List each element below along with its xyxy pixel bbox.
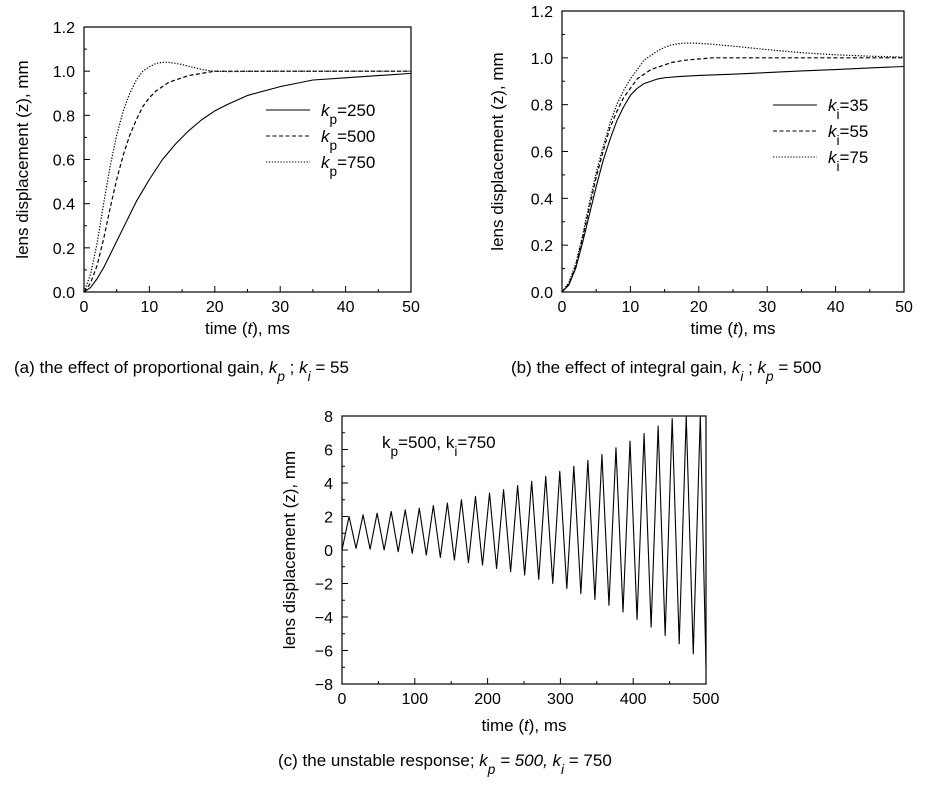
x-axis-label: time (t), ms <box>481 716 566 735</box>
y-tick-label: 0.6 <box>53 153 75 170</box>
series-line-ki=35 <box>562 65 904 292</box>
y-tick-label: 1.2 <box>53 20 75 37</box>
series-line-ki=75 <box>562 42 904 292</box>
x-tick-label: 40 <box>337 299 355 316</box>
y-tick-label: −8 <box>315 677 333 694</box>
series-line-kp=250 <box>84 72 411 292</box>
caption-c: (c) the unstable response; kp = 500, ki … <box>278 751 612 777</box>
x-tick-label: 10 <box>141 299 159 316</box>
legend-label: ki=35 <box>828 96 868 122</box>
x-tick-label: 30 <box>758 299 776 316</box>
y-tick-label: 0 <box>324 543 333 560</box>
y-tick-label: −2 <box>315 577 333 594</box>
x-tick-label: 20 <box>206 299 224 316</box>
chart-a: 0 10 20 30 40 50 0.0 0.2 0.4 0.6 0.8 1.0 1.2 time (t)… <box>13 20 420 338</box>
legend-label: ki=75 <box>828 148 868 174</box>
series-line-ki=55 <box>562 57 904 292</box>
y-tick-label: 2 <box>324 510 333 527</box>
y-tick-label: 0.0 <box>531 285 553 302</box>
x-tick-label: 0 <box>80 299 89 316</box>
y-tick-label: 8 <box>324 409 333 426</box>
x-tick-label: 50 <box>895 299 913 316</box>
legend-label: kp=250 <box>321 101 375 127</box>
y-tick-label: −4 <box>315 610 333 627</box>
caption-a: (a) the effect of proportional gain, kp … <box>14 358 349 384</box>
series-line-kp=500 <box>84 70 411 292</box>
chart-c: 0 100 200 300 400 500 −8 −6 −4 −2 0 2 4 6 8 time (t), m… <box>280 409 719 735</box>
y-tick-label: 0.0 <box>53 285 75 302</box>
caption-b: (b) the effect of integral gain, ki ; kp… <box>511 358 821 384</box>
x-tick-label: 30 <box>271 299 289 316</box>
y-tick-label: 1.0 <box>531 51 553 68</box>
y-tick-label: 0.8 <box>53 108 75 125</box>
x-tick-label: 0 <box>558 299 567 316</box>
series-line-response <box>342 416 706 668</box>
y-tick-label: 0.8 <box>531 98 553 115</box>
x-axis-label: time (t), ms <box>690 319 775 338</box>
y-axis-label: lens displacement (z), mm <box>488 52 507 250</box>
y-tick-label: 0.4 <box>53 197 75 214</box>
legend-label: kp=750 <box>321 153 375 179</box>
chart-b: 0 10 20 30 40 50 0.0 0.2 0.4 0.6 0.8 1.0 1.2 time (t)… <box>488 4 913 338</box>
y-axis-label: lens displacement (z), mm <box>13 60 32 258</box>
x-tick-label: 40 <box>827 299 845 316</box>
x-tick-label: 400 <box>620 691 647 708</box>
chart-annotation: kp=500, ki=750 <box>382 433 496 459</box>
x-tick-label: 10 <box>622 299 640 316</box>
x-tick-label: 100 <box>401 691 428 708</box>
y-tick-label: 0.6 <box>531 145 553 162</box>
x-axis-label: time (t), ms <box>205 319 290 338</box>
x-tick-label: 500 <box>693 691 720 708</box>
legend-label: ki=55 <box>828 122 868 148</box>
x-tick-label: 20 <box>690 299 708 316</box>
y-tick-label: 0.4 <box>531 191 553 208</box>
x-tick-label: 50 <box>402 299 420 316</box>
y-tick-label: −6 <box>315 644 333 661</box>
x-tick-label: 300 <box>547 691 574 708</box>
y-tick-label: 1.2 <box>531 4 553 21</box>
y-tick-label: 4 <box>324 476 333 493</box>
y-tick-label: 6 <box>324 443 333 460</box>
y-axis-label: lens displacement (z), mm <box>280 451 299 649</box>
y-tick-label: 0.2 <box>53 241 75 258</box>
legend-label: kp=500 <box>321 127 375 153</box>
series-line-kp=750 <box>84 61 411 292</box>
y-tick-label: 1.0 <box>53 64 75 81</box>
x-tick-label: 200 <box>474 691 501 708</box>
y-tick-label: 0.2 <box>531 238 553 255</box>
x-tick-label: 0 <box>338 691 347 708</box>
